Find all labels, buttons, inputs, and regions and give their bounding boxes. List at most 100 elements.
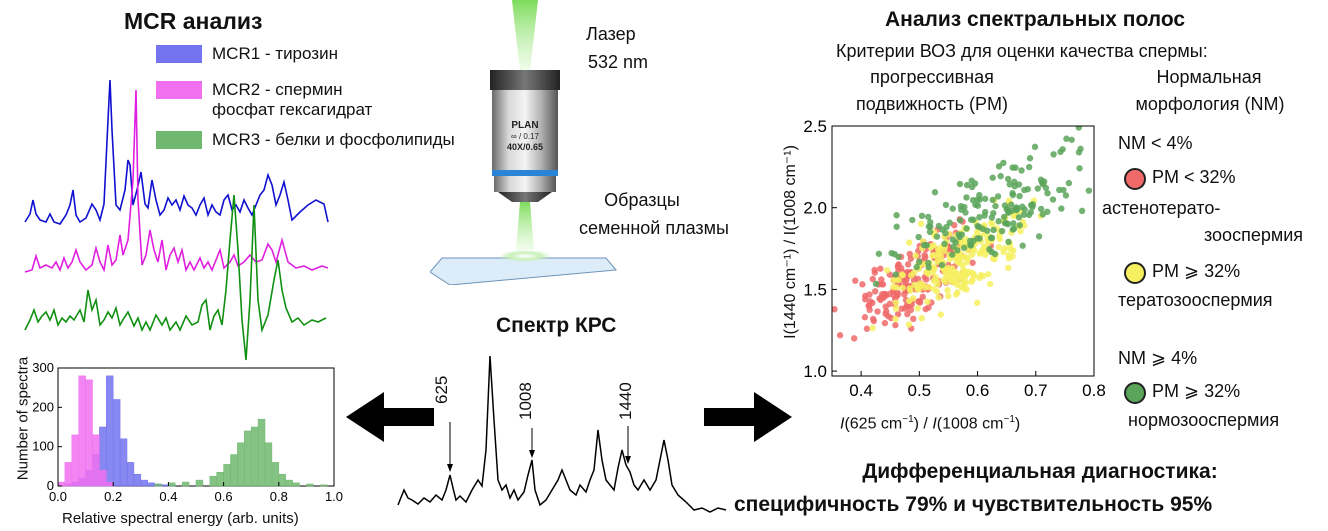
scatter-point: [1050, 151, 1057, 158]
scatter-point: [970, 237, 977, 245]
scatter-point: [1019, 242, 1026, 249]
scatter-point: [968, 177, 975, 184]
green-group-label: PM ⩾ 32%: [1152, 381, 1241, 401]
scatter-point: [935, 294, 942, 301]
scatter-point: [984, 227, 991, 234]
samples-label-line2: семенной плазмы: [579, 218, 729, 238]
scatter-point: [1075, 126, 1083, 131]
objective-spec2: 40X/0.65: [506, 142, 544, 152]
legend-label-mcr2: MCR2 - спермин: [212, 80, 343, 99]
scatter-point: [915, 233, 922, 241]
scatter-point: [981, 195, 989, 202]
scatter-point: [957, 276, 965, 283]
scatter-point: [942, 201, 950, 209]
yellow-group-desc: тератозооспермия: [1118, 290, 1273, 310]
scatter-point: [894, 291, 901, 299]
scatter-point: [1005, 264, 1012, 272]
scatter-point: [1044, 189, 1051, 197]
scatter-point: [1059, 146, 1066, 153]
scatter-point: [892, 305, 900, 312]
scatter-point: [906, 250, 913, 258]
scatter-point: [947, 276, 955, 284]
scatter-x-tick-label: 0.8: [1082, 381, 1106, 400]
scatter-point: [1012, 164, 1019, 171]
scatter-point: [1009, 226, 1017, 233]
histogram-bar: [278, 473, 286, 487]
histogram-x-tick-label: 0.8: [270, 489, 288, 504]
scatter-points: [832, 126, 1105, 342]
objective-brand: PLAN: [511, 120, 539, 131]
scatter-point: [918, 314, 925, 322]
scatter-point: [1076, 165, 1083, 172]
scatter-point: [1009, 190, 1016, 197]
scatter-point: [907, 287, 914, 294]
histogram-bar: [78, 375, 86, 487]
scatter-point: [869, 324, 876, 332]
scatter-point: [1026, 155, 1034, 162]
histogram-bar: [257, 418, 266, 487]
red-group-marker: [1124, 168, 1146, 190]
scatter-point: [949, 236, 956, 243]
histogram-bar: [154, 483, 162, 487]
scatter-point: [1005, 209, 1012, 216]
scatter-y-tick-label: 1.5: [803, 280, 827, 299]
histogram-bar: [161, 484, 169, 487]
scatter-point: [892, 299, 900, 306]
scatter-point: [949, 251, 956, 258]
scatter-point: [906, 239, 913, 246]
scatter-point: [899, 272, 906, 279]
histogram-bar: [264, 442, 273, 487]
scatter-point: [954, 258, 961, 266]
scatter-point: [859, 281, 866, 288]
scatter-y-tick-label: 1.0: [803, 362, 827, 381]
histogram-bar: [319, 484, 328, 487]
green-group-desc: нормозооспермия: [1128, 410, 1280, 430]
histogram-bar: [99, 470, 107, 487]
scatter-point: [890, 277, 897, 284]
scatter-point: [1016, 192, 1023, 200]
scatter-point: [976, 214, 983, 221]
histogram-bar: [216, 471, 224, 487]
scatter-point: [881, 319, 889, 327]
scatter-point: [992, 202, 999, 210]
scatter-point: [1044, 208, 1051, 215]
scatter-point: [1099, 173, 1105, 179]
left-arrow-icon: [346, 392, 434, 442]
scatter-point: [918, 212, 926, 220]
scatter-point: [879, 281, 887, 288]
scatter-point: [995, 218, 1002, 225]
scatter-point: [971, 247, 978, 254]
scatter-point: [1058, 205, 1065, 212]
raman-spectrum-line: [397, 355, 727, 513]
scatter-point: [1005, 238, 1012, 246]
scatter-point: [882, 291, 889, 298]
yellow-group-label: PM ⩾ 32%: [1152, 261, 1241, 281]
scatter-point: [1011, 183, 1018, 190]
histogram-bar: [181, 481, 190, 487]
scatter-point: [1038, 179, 1046, 186]
yellow-group-marker: [1124, 262, 1146, 284]
scatter-point: [925, 304, 932, 311]
legend-label-mcr2-line2: фосфат гексагидрат: [212, 100, 373, 119]
mcr-spectra: [24, 79, 329, 361]
scatter-point: [907, 255, 915, 262]
scatter-point: [1010, 220, 1017, 227]
band-analysis-title: Анализ спектральных полос: [885, 8, 1186, 31]
histogram-y-tick-label: 300: [32, 360, 54, 375]
scatter-point: [883, 267, 891, 274]
nm-low-label: NM < 4%: [1118, 133, 1193, 153]
scatter-point: [893, 284, 900, 291]
samples-label: Образцы: [604, 190, 680, 210]
scatter-point: [963, 225, 970, 232]
scatter-point: [969, 259, 976, 266]
scatter-point: [927, 223, 934, 230]
scatter-point: [996, 235, 1003, 243]
scatter-x-tick-label: 0.4: [849, 381, 873, 400]
mcr1-spectrum: [24, 79, 329, 225]
scatter-point: [938, 261, 946, 269]
scatter-point: [955, 231, 962, 238]
histogram-bar: [133, 473, 142, 487]
scatter-point: [1009, 253, 1016, 260]
scatter-point: [952, 291, 960, 298]
scatter-point: [924, 298, 931, 305]
